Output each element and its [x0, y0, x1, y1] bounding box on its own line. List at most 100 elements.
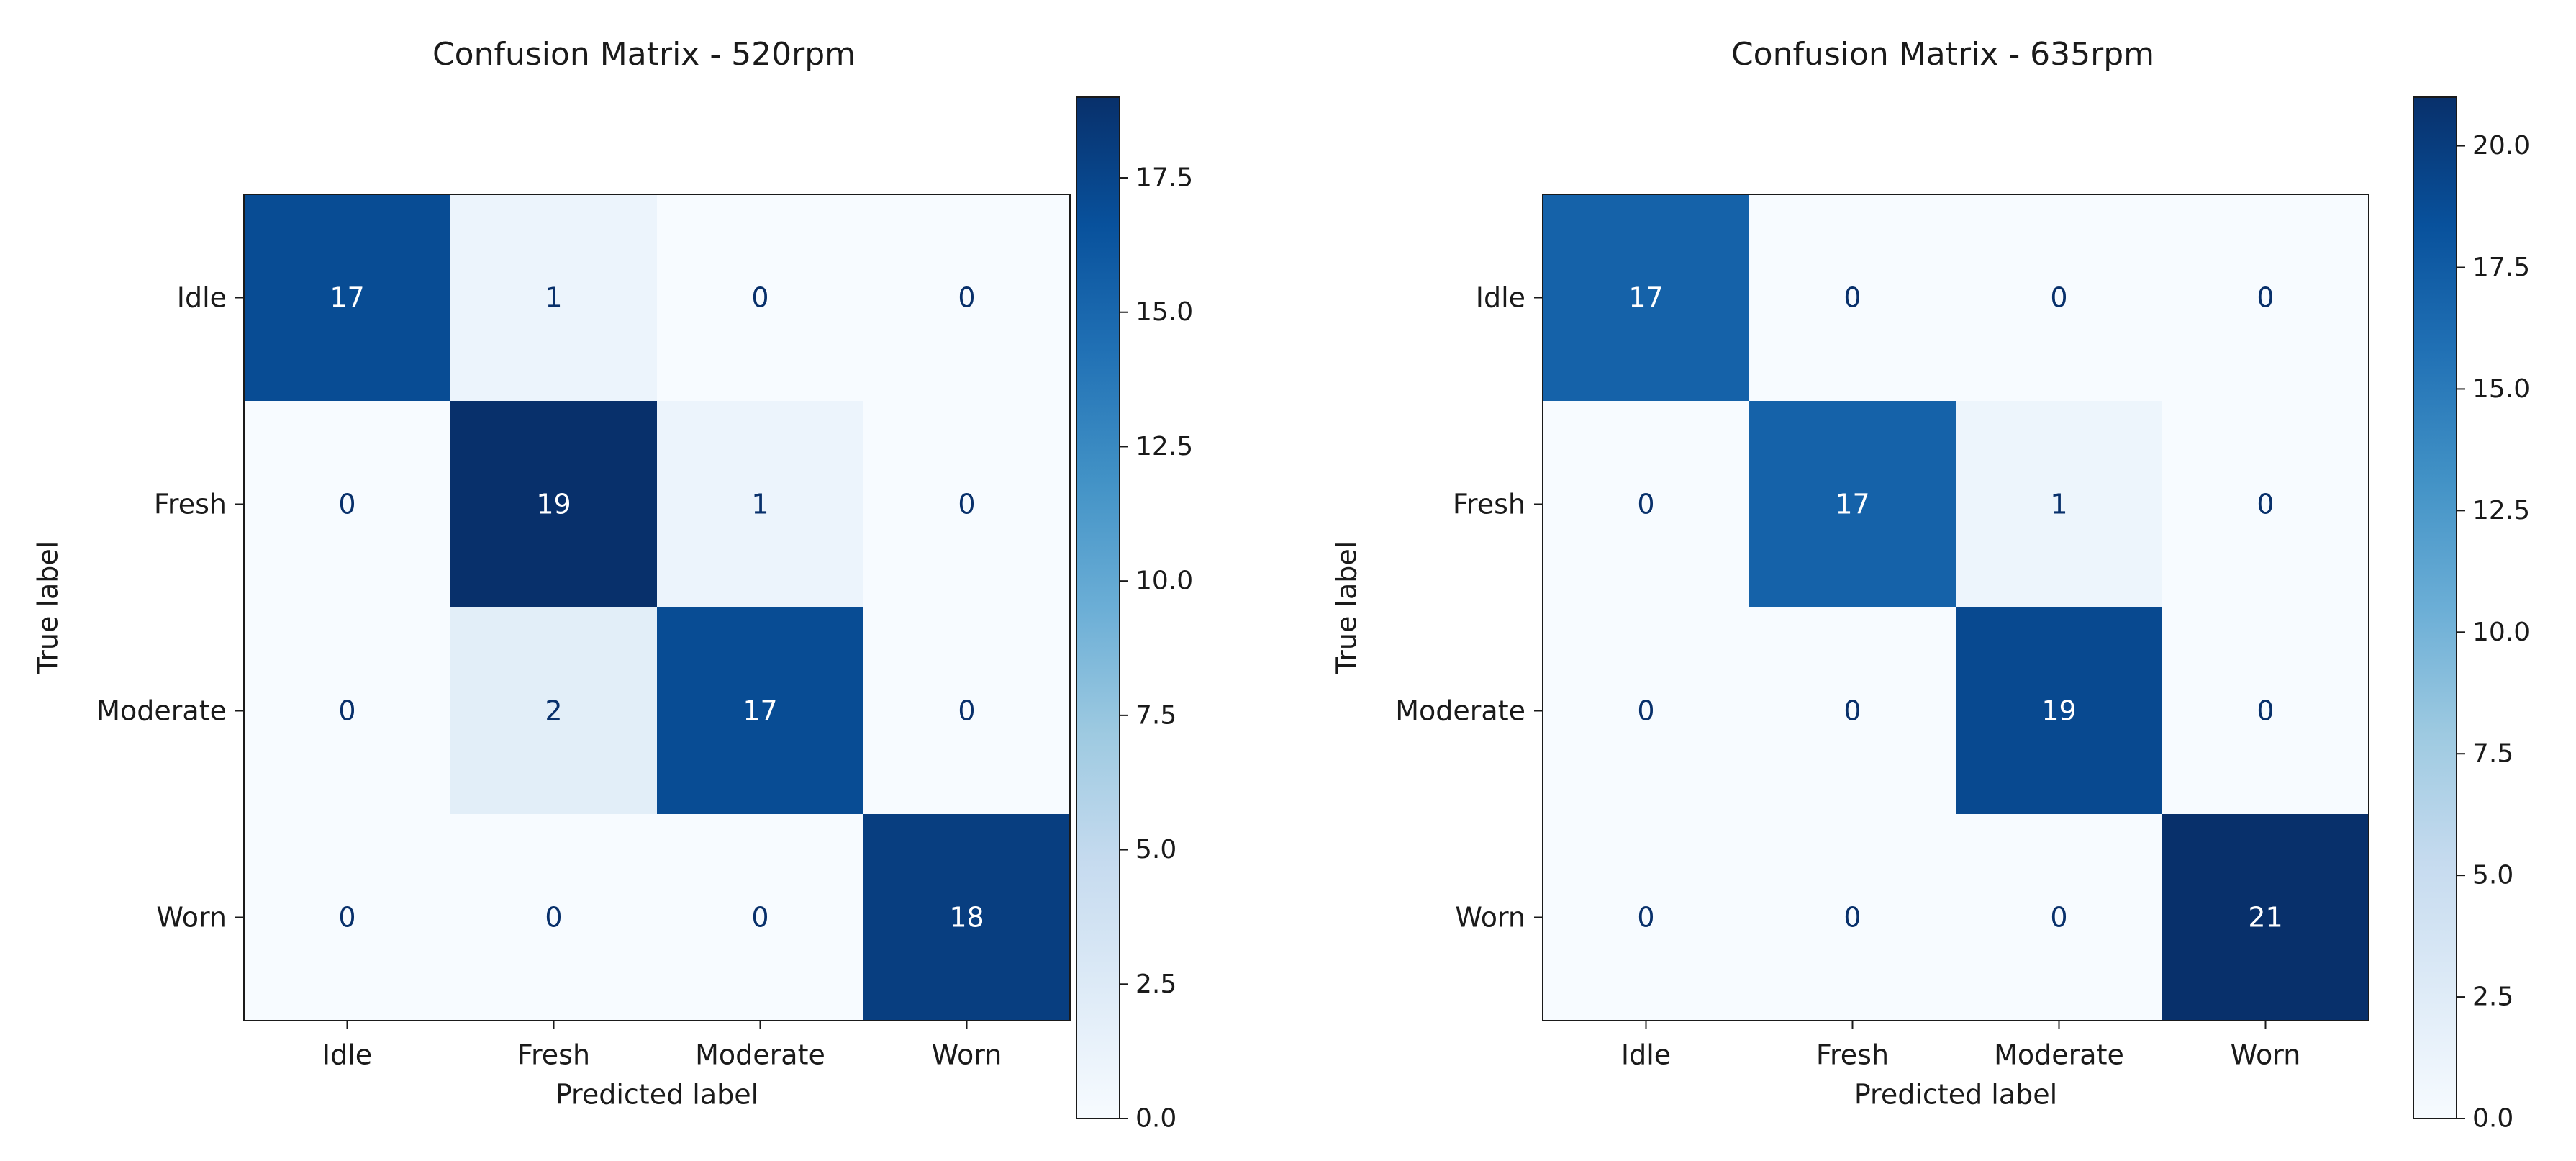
colorbar	[1076, 96, 1120, 1119]
confusion-matrix-2: Confusion Matrix - 635rpm 17 0 0 0 0 17 1 0 0 0 19 0…	[1331, 36, 2531, 1134]
y-tick-label: Fresh	[1453, 489, 1525, 520]
colorbar-tick-label: 0.0	[1135, 1104, 1176, 1134]
x-tick-label: Moderate	[695, 1039, 825, 1071]
colorbar-tick-label: 2.5	[1135, 970, 1176, 999]
chart-title: Confusion Matrix - 635rpm	[1731, 36, 2154, 73]
cell-value-label: 0	[2050, 902, 2067, 934]
x-tick-label: Fresh	[1816, 1039, 1889, 1071]
x-tick-label: Idle	[1621, 1039, 1671, 1071]
colorbar-tick-label: 10.0	[1135, 566, 1193, 596]
heatmap-cell	[1543, 401, 1749, 607]
heatmap-cell	[244, 194, 450, 401]
y-tick-label: Moderate	[1395, 695, 1525, 727]
cell-value-label: 0	[1637, 902, 1654, 934]
cell-value-label: 19	[536, 489, 571, 520]
heatmap-cell	[1956, 194, 2162, 401]
y-tick-label: Fresh	[154, 489, 227, 520]
cell-value-label: 21	[2248, 902, 2282, 934]
axes-frame	[243, 194, 1071, 1021]
colorbar-tick-label: 5.0	[2472, 861, 2513, 890]
heatmap-cell	[657, 814, 863, 1021]
heatmap-cell	[863, 607, 1070, 814]
cell-value-label: 2	[545, 695, 562, 727]
cell-value-label: 17	[1628, 282, 1663, 314]
colorbar-tick-label: 7.5	[1135, 700, 1176, 730]
cell-value-label: 0	[2257, 282, 2274, 314]
heatmap-cell	[1956, 814, 2162, 1021]
heatmap-cell	[1543, 194, 1749, 401]
cell-value-label: 1	[2050, 489, 2067, 520]
heatmap-cell	[2162, 607, 2369, 814]
cell-value-label: 0	[2257, 695, 2274, 727]
cell-value-label: 0	[958, 489, 975, 520]
cell-value-label: 0	[958, 695, 975, 727]
x-tick-label: Idle	[322, 1039, 372, 1071]
cell-value-label: 0	[1843, 282, 1861, 314]
y-axis-label: True label	[32, 541, 64, 675]
colorbar-tick-label: 17.5	[2472, 253, 2530, 282]
heatmap-cell	[1749, 401, 1956, 607]
cell-value-label: 0	[751, 282, 768, 314]
x-tick-label: Worn	[2231, 1039, 2301, 1071]
heatmap-cell	[2162, 814, 2369, 1021]
heatmap-cell	[1543, 814, 1749, 1021]
x-tick-label: Moderate	[1994, 1039, 2124, 1071]
heatmap-cell	[244, 607, 450, 814]
cell-value-label: 19	[2041, 695, 2076, 727]
colorbar	[2413, 96, 2457, 1119]
colorbar-tick-label: 0.0	[2472, 1104, 2513, 1134]
heatmap-cell	[2162, 194, 2369, 401]
cell-value-label: 0	[958, 282, 975, 314]
heatmap-cell	[244, 814, 450, 1021]
colorbar-tick-label: 5.0	[1135, 835, 1176, 864]
colorbar-tick-label: 12.5	[2472, 496, 2530, 525]
cell-value-label: 1	[751, 489, 768, 520]
cell-value-label: 0	[338, 695, 355, 727]
colorbar-tick-label: 15.0	[1135, 297, 1193, 327]
heatmap-cell	[1956, 401, 2162, 607]
heatmap-cell	[450, 607, 657, 814]
x-tick-label: Worn	[932, 1039, 1002, 1071]
y-tick-label: Idle	[177, 282, 227, 314]
x-axis-label: Predicted label	[555, 1079, 758, 1111]
colorbar-tick-label: 15.0	[2472, 374, 2530, 404]
heatmap-cell	[450, 194, 657, 401]
cell-value-label: 1	[545, 282, 562, 314]
heatmap-cell	[1543, 607, 1749, 814]
heatmap-cell	[2162, 401, 2369, 607]
heatmap-cell	[657, 607, 863, 814]
chart-title: Confusion Matrix - 520rpm	[432, 36, 856, 73]
cell-value-label: 17	[1835, 489, 1869, 520]
colorbar-tick-label: 17.5	[1135, 163, 1193, 193]
cell-value-label: 0	[338, 902, 355, 934]
heatmap-cell	[1749, 194, 1956, 401]
y-tick-label: Worn	[156, 902, 227, 934]
colorbar-tick-label: 20.0	[2472, 131, 2530, 161]
cell-value-label: 0	[338, 489, 355, 520]
y-tick-label: Idle	[1476, 282, 1525, 314]
heatmap-cell	[1749, 607, 1956, 814]
x-tick-label: Fresh	[517, 1039, 590, 1071]
cell-value-label: 0	[1637, 695, 1654, 727]
heatmap-cell	[1749, 814, 1956, 1021]
colorbar-tick-label: 12.5	[1135, 432, 1193, 461]
cell-value-label: 0	[1843, 902, 1861, 934]
colorbar-tick-label: 10.0	[2472, 618, 2530, 647]
cell-value-label: 0	[751, 902, 768, 934]
heatmap-cell	[244, 401, 450, 607]
cell-value-label: 0	[2050, 282, 2067, 314]
cell-value-label: 0	[1637, 489, 1654, 520]
heatmap-cell	[657, 194, 863, 401]
cell-value-label: 0	[545, 902, 562, 934]
y-tick-label: Moderate	[96, 695, 227, 727]
y-axis-label: True label	[1331, 541, 1363, 675]
cell-value-label: 0	[1843, 695, 1861, 727]
heatmap-cell	[863, 401, 1070, 607]
axes-frame	[1542, 194, 2369, 1021]
cell-value-label: 18	[949, 902, 984, 934]
confusion-matrix-1: Confusion Matrix - 520rpm 17 1 0 0 0 19 1 0 0 2 17 0…	[32, 36, 1194, 1134]
colorbar-tick-label: 7.5	[2472, 739, 2513, 769]
colorbar-tick-label: 2.5	[2472, 982, 2513, 1012]
